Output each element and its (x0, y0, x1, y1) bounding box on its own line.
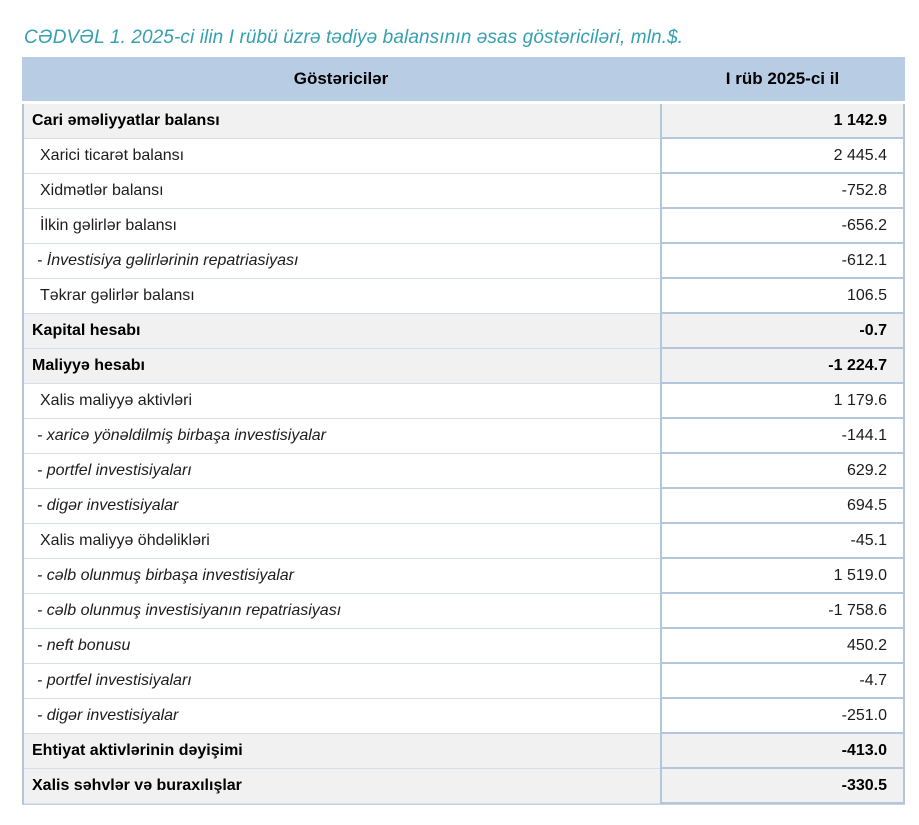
row-label: - İnvestisiya gəlirlərinin repatriasiyas… (24, 244, 660, 279)
row-label: Təkrar gəlirlər balansı (24, 279, 660, 314)
row-label: Ehtiyat aktivlərinin dəyişimi (24, 734, 660, 769)
row-label: - neft bonusu (24, 629, 660, 664)
table-row: Təkrar gəlirlər balansı 106.5 (24, 279, 905, 314)
row-label: İlkin gəlirlər balansı (24, 209, 660, 244)
table-row: Xidmətlər balansı -752.8 (24, 174, 905, 209)
row-value: 1 179.6 (660, 384, 905, 419)
row-value: -752.8 (660, 174, 905, 209)
table-row: Cari əməliyyatlar balansı 1 142.9 (24, 104, 905, 139)
row-value: 450.2 (660, 629, 905, 664)
column-header-indicators: Göstəricilər (293, 69, 389, 88)
table-row: - cəlb olunmuş birbaşa investisiyalar 1 … (24, 559, 905, 594)
table-row: Ehtiyat aktivlərinin dəyişimi -413.0 (24, 734, 905, 769)
row-label: Cari əməliyyatlar balansı (24, 104, 660, 139)
row-label: - xaricə yönəldilmiş birbaşa investisiya… (24, 419, 660, 454)
table-row: - İnvestisiya gəlirlərinin repatriasiyas… (24, 244, 905, 279)
row-value: -413.0 (660, 734, 905, 769)
row-label: - cəlb olunmuş birbaşa investisiyalar (24, 559, 660, 594)
table-row: Xalis maliyyə aktivləri 1 179.6 (24, 384, 905, 419)
table-row: Kapital hesabı -0.7 (24, 314, 905, 349)
row-value: 629.2 (660, 454, 905, 489)
row-value: -1 224.7 (660, 349, 905, 384)
table-row: Xalis maliyyə öhdəlikləri -45.1 (24, 524, 905, 559)
table-row: - neft bonusu 450.2 (24, 629, 905, 664)
row-value: 694.5 (660, 489, 905, 524)
row-value: 1 142.9 (660, 104, 905, 139)
table-row: Maliyyə hesabı -1 224.7 (24, 349, 905, 384)
table-header-row: Göstəricilər I rüb 2025-ci il (22, 57, 905, 104)
table-row: - digər investisiyalar -251.0 (24, 699, 905, 734)
row-value: -612.1 (660, 244, 905, 279)
row-label: Kapital hesabı (24, 314, 660, 349)
row-label: Xarici ticarət balansı (24, 139, 660, 174)
row-label: - cəlb olunmuş investisiyanın repatriasi… (24, 594, 660, 629)
row-value: -1 758.6 (660, 594, 905, 629)
row-value: -251.0 (660, 699, 905, 734)
row-value: 106.5 (660, 279, 905, 314)
balance-of-payments-table: Göstəricilər I rüb 2025-ci il Cari əməli… (22, 57, 905, 805)
table-row: - digər investisiyalar 694.5 (24, 489, 905, 524)
row-value: -144.1 (660, 419, 905, 454)
row-value: 2 445.4 (660, 139, 905, 174)
row-label: - digər investisiyalar (24, 489, 660, 524)
row-label: Maliyyə hesabı (24, 349, 660, 384)
row-label: - portfel investisiyaları (24, 664, 660, 699)
table-title: CƏDVƏL 1. 2025-ci ilin I rübü üzrə tədiy… (24, 27, 684, 48)
row-label: Xalis maliyyə öhdəlikləri (24, 524, 660, 559)
table-row: - cəlb olunmuş investisiyanın repatriasi… (24, 594, 905, 629)
row-label: Xalis səhvlər və buraxılışlar (24, 769, 660, 804)
column-header-period: I rüb 2025-ci il (725, 69, 840, 88)
row-value: 1 519.0 (660, 559, 905, 594)
row-value: -330.5 (660, 769, 905, 804)
row-label: Xalis maliyyə aktivləri (24, 384, 660, 419)
table-row: - portfel investisiyaları -4.7 (24, 664, 905, 699)
row-label: - digər investisiyalar (24, 699, 660, 734)
table-row: - xaricə yönəldilmiş birbaşa investisiya… (24, 419, 905, 454)
table-row: Xalis səhvlər və buraxılışlar -330.5 (24, 769, 905, 804)
row-value: -45.1 (660, 524, 905, 559)
row-label: Xidmətlər balansı (24, 174, 660, 209)
row-value: -0.7 (660, 314, 905, 349)
table-row: Xarici ticarət balansı 2 445.4 (24, 139, 905, 174)
row-value: -656.2 (660, 209, 905, 244)
table-row: - portfel investisiyaları 629.2 (24, 454, 905, 489)
table-row: İlkin gəlirlər balansı -656.2 (24, 209, 905, 244)
table-body: Cari əməliyyatlar balansı 1 142.9 Xarici… (22, 104, 905, 805)
row-value: -4.7 (660, 664, 905, 699)
row-label: - portfel investisiyaları (24, 454, 660, 489)
